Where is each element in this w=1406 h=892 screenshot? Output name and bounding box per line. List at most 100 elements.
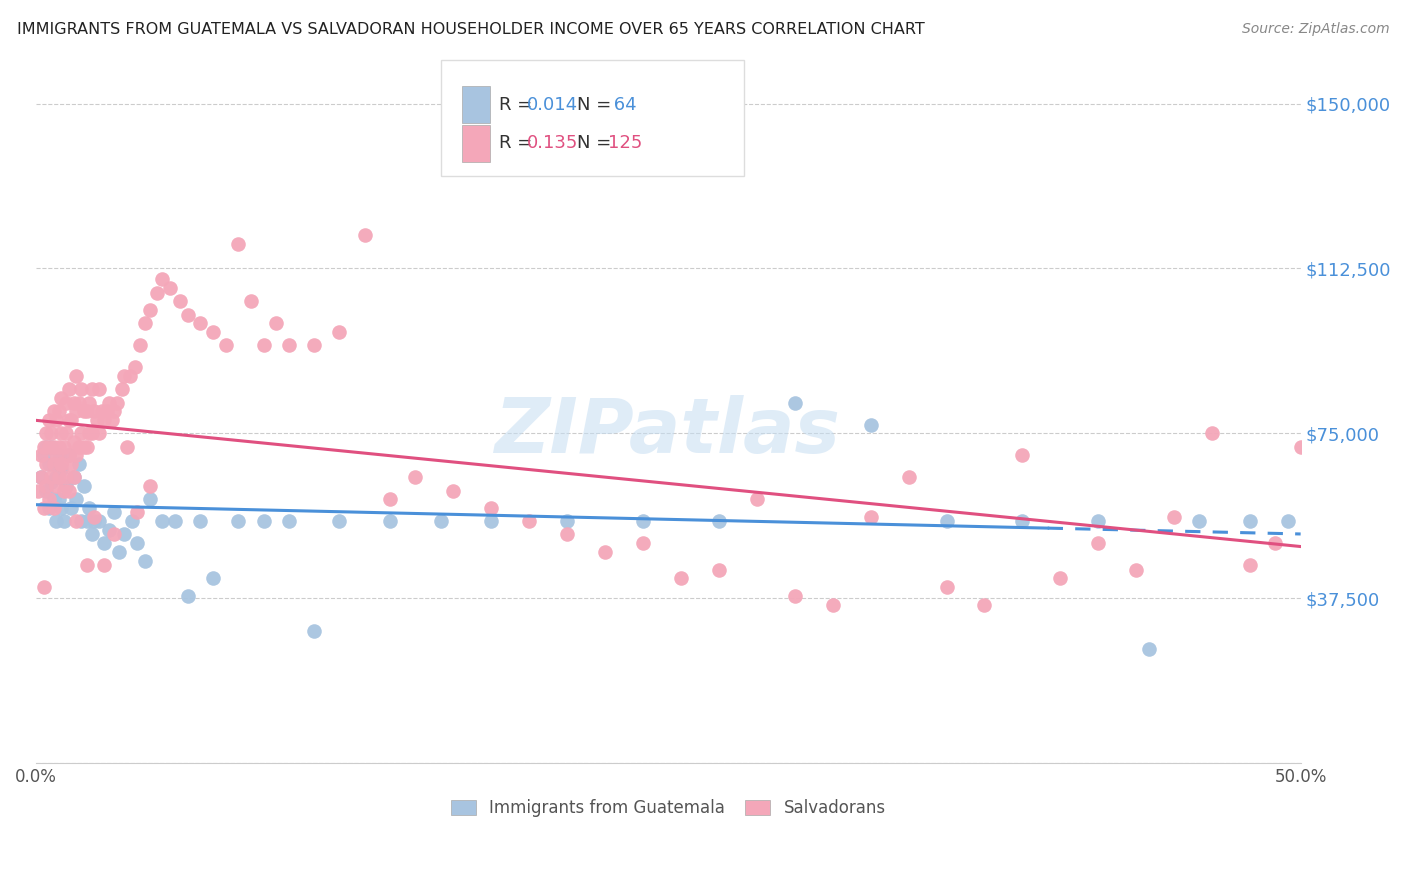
Point	[555, 514, 578, 528]
Point	[35, 426, 58, 441]
Text: N =: N =	[578, 95, 617, 113]
Point	[65, 448, 87, 462]
Point	[935, 514, 957, 528]
Point	[48, 404, 70, 418]
Point	[58, 413, 80, 427]
Point	[1188, 514, 1211, 528]
Point	[201, 325, 224, 339]
Point	[45, 479, 67, 493]
Point	[1277, 514, 1299, 528]
Point	[27, 483, 49, 498]
Point	[67, 457, 90, 471]
Point	[39, 470, 62, 484]
Point	[42, 501, 65, 516]
Text: N =: N =	[578, 135, 617, 153]
Point	[42, 492, 65, 507]
Point	[121, 514, 143, 528]
Point	[188, 514, 211, 528]
Point	[80, 527, 103, 541]
Text: R =: R =	[499, 95, 538, 113]
Legend: Immigrants from Guatemala, Salvadorans: Immigrants from Guatemala, Salvadorans	[443, 790, 894, 825]
Point	[58, 383, 80, 397]
Point	[39, 475, 62, 489]
Text: 0.135: 0.135	[527, 135, 578, 153]
Point	[32, 580, 55, 594]
FancyBboxPatch shape	[440, 60, 744, 176]
Point	[201, 571, 224, 585]
Point	[973, 598, 995, 612]
Text: 0.014: 0.014	[527, 95, 578, 113]
Point	[89, 514, 111, 528]
Point	[51, 461, 73, 475]
Point	[58, 448, 80, 462]
Point	[103, 527, 125, 541]
Point	[51, 501, 73, 516]
Point	[1125, 563, 1147, 577]
Point	[859, 417, 882, 432]
Point	[98, 395, 121, 409]
Point	[1239, 558, 1261, 573]
Point	[73, 404, 96, 418]
Point	[30, 470, 52, 484]
Point	[124, 360, 146, 375]
Point	[188, 317, 211, 331]
Point	[58, 483, 80, 498]
Point	[32, 448, 55, 462]
Point	[631, 514, 654, 528]
Point	[1011, 448, 1033, 462]
Point	[517, 514, 540, 528]
Point	[60, 457, 83, 471]
Point	[101, 413, 124, 427]
Point	[48, 448, 70, 462]
Point	[73, 440, 96, 454]
Text: Source: ZipAtlas.com: Source: ZipAtlas.com	[1241, 22, 1389, 37]
Point	[859, 509, 882, 524]
Point	[669, 571, 692, 585]
FancyBboxPatch shape	[463, 87, 489, 123]
Point	[93, 536, 115, 550]
Point	[45, 470, 67, 484]
Point	[35, 479, 58, 493]
Point	[51, 391, 73, 405]
FancyBboxPatch shape	[463, 125, 489, 161]
Point	[783, 395, 806, 409]
Point	[45, 448, 67, 462]
Text: ZIPatlas: ZIPatlas	[495, 395, 841, 469]
Point	[89, 383, 111, 397]
Point	[152, 514, 174, 528]
Point	[76, 440, 98, 454]
Point	[70, 514, 93, 528]
Point	[35, 440, 58, 454]
Point	[77, 395, 100, 409]
Point	[45, 514, 67, 528]
Point	[707, 514, 730, 528]
Point	[1201, 426, 1223, 441]
Point	[30, 448, 52, 462]
Point	[226, 237, 249, 252]
Point	[555, 527, 578, 541]
Point	[252, 514, 274, 528]
Point	[115, 440, 138, 454]
Point	[1137, 641, 1160, 656]
Point	[328, 325, 350, 339]
Point	[48, 470, 70, 484]
Point	[38, 440, 60, 454]
Point	[83, 509, 105, 524]
Point	[277, 338, 299, 352]
Point	[1289, 440, 1312, 454]
Point	[1011, 514, 1033, 528]
Point	[52, 514, 75, 528]
Point	[63, 435, 86, 450]
Point	[35, 483, 58, 498]
Point	[42, 440, 65, 454]
Point	[139, 479, 162, 493]
Point	[32, 501, 55, 516]
Text: IMMIGRANTS FROM GUATEMALA VS SALVADORAN HOUSEHOLDER INCOME OVER 65 YEARS CORRELA: IMMIGRANTS FROM GUATEMALA VS SALVADORAN …	[17, 22, 925, 37]
Point	[441, 483, 464, 498]
Point	[60, 501, 83, 516]
Point	[165, 514, 187, 528]
Point	[118, 369, 141, 384]
Point	[111, 383, 134, 397]
Point	[90, 404, 112, 418]
Point	[745, 492, 768, 507]
